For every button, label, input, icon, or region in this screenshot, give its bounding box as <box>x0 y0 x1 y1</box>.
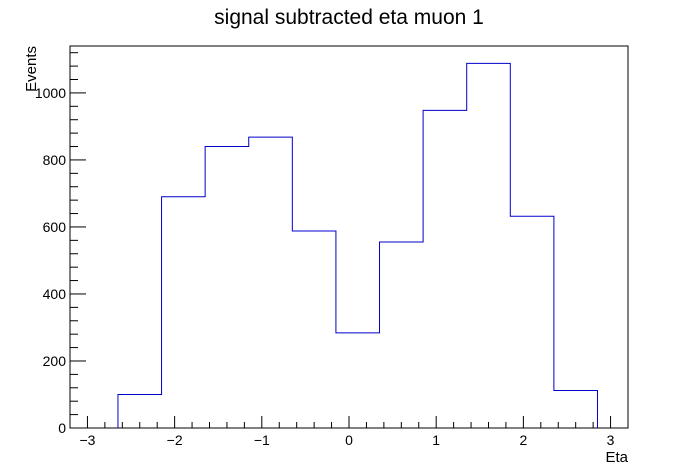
y-tick-label: 600 <box>43 219 67 235</box>
x-tick-label: −1 <box>254 432 270 448</box>
x-tick-label: −2 <box>167 432 183 448</box>
y-tick-label: 200 <box>43 353 67 369</box>
y-axis-label: Events <box>23 46 40 92</box>
y-tick-label: 1000 <box>35 85 66 101</box>
plot-frame <box>69 45 629 429</box>
x-axis-label: Eta <box>605 449 628 466</box>
chart-title: signal subtracted eta muon 1 <box>214 6 484 29</box>
x-tick-label: 3 <box>607 432 615 448</box>
x-tick-label: 2 <box>519 432 527 448</box>
y-tick-label: 0 <box>58 420 66 436</box>
x-tick-label: 0 <box>345 432 353 448</box>
y-tick-label: 400 <box>43 286 67 302</box>
x-tick-label: 1 <box>432 432 440 448</box>
y-tick-label: 800 <box>43 152 67 168</box>
histogram-series-line <box>117 62 598 428</box>
x-tick-label: −3 <box>79 432 95 448</box>
